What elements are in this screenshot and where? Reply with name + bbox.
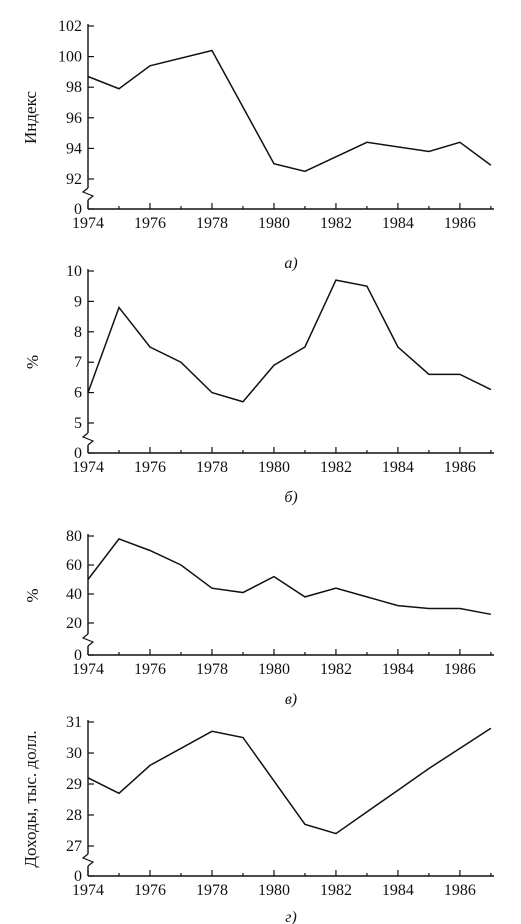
y-tick-label: 28	[66, 807, 82, 824]
series-line	[87, 279, 492, 403]
y-tick-label: 0	[74, 647, 82, 664]
series-line	[87, 538, 492, 616]
x-tick-label: 1976	[134, 459, 166, 476]
y-tick-label: 40	[66, 586, 82, 603]
y-tick-label: 6	[74, 385, 82, 402]
y-axis-break-mark	[81, 633, 95, 647]
x-tick-label: 1986	[444, 215, 476, 232]
x-tick-label: 1974	[72, 661, 104, 678]
y-tick-label: 0	[74, 445, 82, 462]
x-tick-label: 1986	[444, 661, 476, 678]
x-tick-label: 1984	[382, 661, 414, 678]
y-axis-break-mark	[81, 432, 95, 446]
x-tick-label: 1976	[134, 215, 166, 232]
x-tick-label: 1974	[72, 215, 104, 232]
x-tick-label: 1980	[258, 215, 290, 232]
x-tick-label: 1980	[258, 882, 290, 899]
x-tick-label: 1982	[320, 661, 352, 678]
y-tick-label: 60	[66, 557, 82, 574]
series-line	[87, 49, 492, 173]
y-tick-label: 96	[66, 110, 82, 127]
y-tick-label: 20	[66, 615, 82, 632]
y-axis-title: Индекс	[21, 91, 40, 144]
x-tick-label: 1982	[320, 459, 352, 476]
y-tick-label: 9	[74, 293, 82, 310]
x-tick-label: 1976	[134, 882, 166, 899]
x-tick-label: 1982	[320, 882, 352, 899]
y-axis-break-mark	[81, 187, 95, 201]
panel-caption: а)	[284, 255, 297, 272]
x-tick-label: 1978	[196, 882, 228, 899]
y-tick-label: 98	[66, 79, 82, 96]
y-axis-break-mark	[81, 853, 95, 867]
y-tick-label: 102	[58, 18, 82, 35]
y-tick-label: 31	[66, 714, 82, 731]
x-tick-label: 1980	[258, 661, 290, 678]
y-axis-title: %	[23, 355, 42, 369]
series-line	[87, 727, 492, 835]
panel-caption: г)	[285, 909, 297, 924]
x-tick-label: 1978	[196, 661, 228, 678]
y-tick-label: 8	[74, 324, 82, 341]
x-tick-label: 1980	[258, 459, 290, 476]
y-tick-label: 94	[66, 140, 82, 157]
y-tick-label: 29	[66, 776, 82, 793]
y-tick-label: 92	[66, 171, 82, 188]
x-tick-label: 1984	[382, 882, 414, 899]
y-tick-label: 0	[74, 201, 82, 218]
x-tick-label: 1986	[444, 882, 476, 899]
x-tick-label: 1974	[72, 882, 104, 899]
panel-caption: б)	[284, 489, 297, 506]
y-tick-label: 30	[66, 745, 82, 762]
y-tick-label: 5	[74, 415, 82, 432]
x-tick-label: 1978	[196, 459, 228, 476]
x-tick-label: 1986	[444, 459, 476, 476]
y-tick-label: 100	[58, 49, 82, 66]
x-tick-label: 1978	[196, 215, 228, 232]
x-tick-label: 1984	[382, 215, 414, 232]
y-tick-label: 80	[66, 528, 82, 545]
x-tick-label: 1984	[382, 459, 414, 476]
y-axis-title: %	[23, 588, 42, 602]
x-tick-label: 1982	[320, 215, 352, 232]
y-axis-title: Доходы, тыс. долл.	[21, 730, 40, 867]
x-tick-label: 1976	[134, 661, 166, 678]
y-tick-label: 10	[66, 263, 82, 280]
y-tick-label: 7	[74, 354, 82, 371]
x-tick-label: 1974	[72, 459, 104, 476]
y-tick-label: 0	[74, 868, 82, 885]
panel-caption: в)	[285, 691, 297, 708]
y-tick-label: 27	[66, 838, 82, 855]
